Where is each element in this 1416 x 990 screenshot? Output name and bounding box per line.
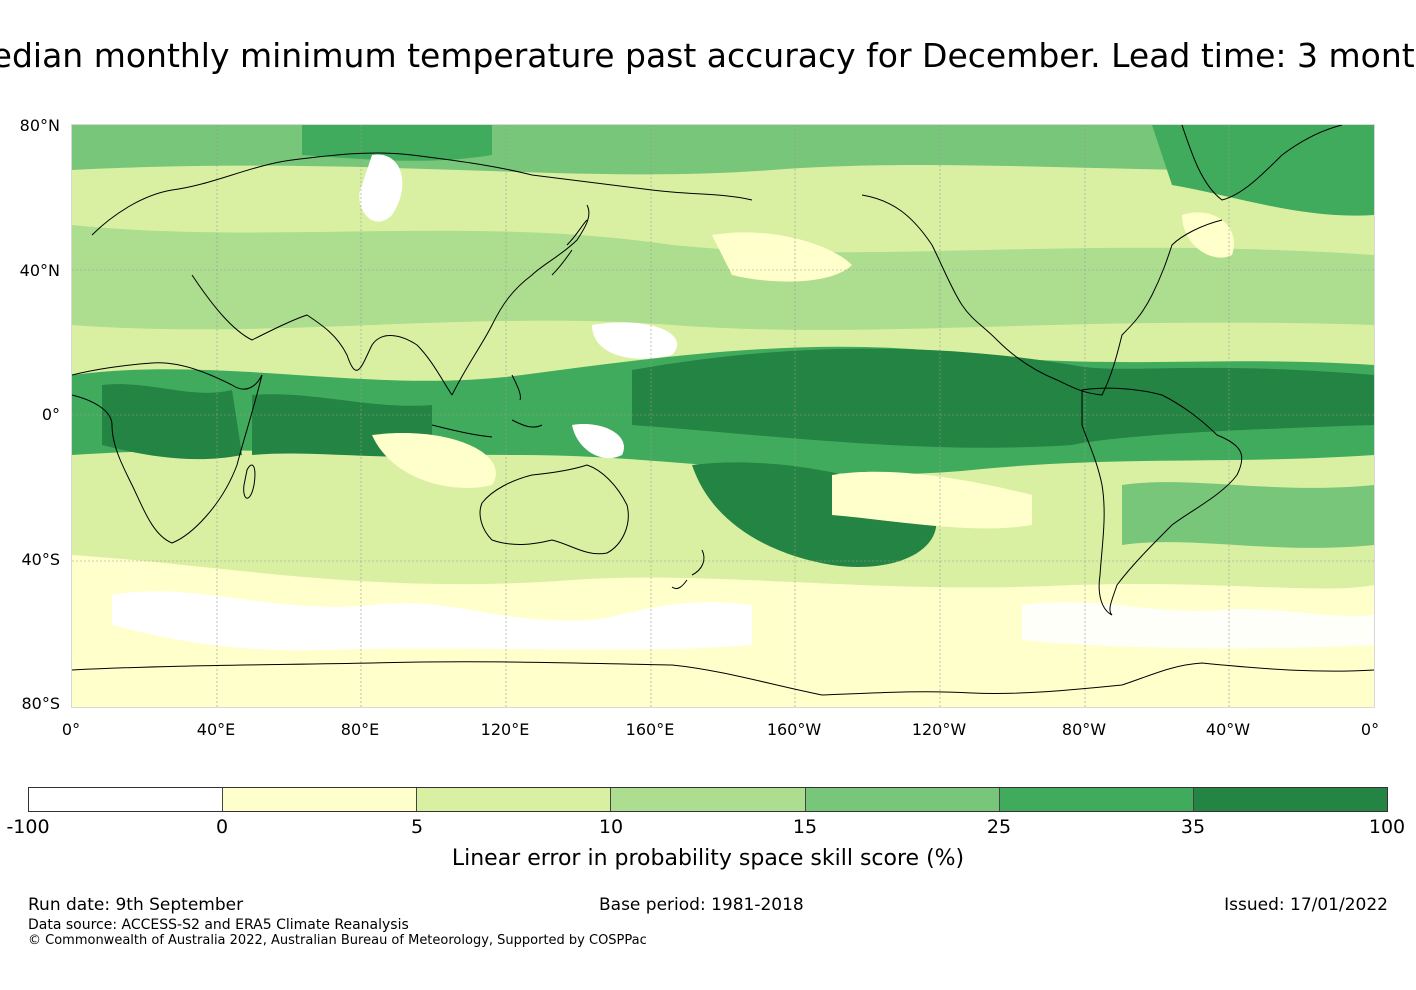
colorbar-segment <box>611 788 806 811</box>
colorbar-tick: 35 <box>1180 816 1206 838</box>
colorbar-segment <box>223 788 418 811</box>
lon-label-40w: 40°W <box>1205 720 1251 739</box>
lon-label-120w: 120°W <box>911 720 967 739</box>
colorbar-tick: 100 <box>1368 816 1406 838</box>
colorbar-tick: -100 <box>6 816 50 838</box>
colorbar-segment <box>805 788 1000 811</box>
base-period: Base period: 1981-2018 <box>599 895 804 915</box>
lon-label-0-right: 0° <box>1360 720 1380 739</box>
lat-label-40n: 40°N <box>19 261 60 280</box>
lon-label-120e: 120°E <box>480 720 530 739</box>
lon-label-80w: 80°W <box>1061 720 1107 739</box>
skill-score-map <box>71 124 1375 708</box>
issued-date: Issued: 17/01/2022 <box>1224 895 1388 915</box>
data-source: Data source: ACCESS-S2 and ERA5 Climate … <box>28 917 409 933</box>
map-svg <box>72 125 1374 707</box>
lon-label-160e: 160°E <box>625 720 675 739</box>
colorbar-label: Linear error in probability space skill … <box>451 846 965 871</box>
lat-label-0: 0° <box>41 405 60 424</box>
chart-title: Median monthly minimum temperature past … <box>0 36 1416 75</box>
colorbar-tick: 0 <box>215 816 229 838</box>
colorbar <box>28 787 1388 812</box>
colorbar-segment <box>1193 788 1387 811</box>
lat-label-40s: 40°S <box>21 550 60 569</box>
colorbar-tick: 15 <box>792 816 818 838</box>
colorbar-segment <box>999 788 1194 811</box>
colorbar-tick: 5 <box>410 816 424 838</box>
colorbar-tick: 10 <box>598 816 624 838</box>
copyright: © Commonwealth of Australia 2022, Austra… <box>28 933 647 948</box>
colorbar-segment <box>29 788 224 811</box>
lon-label-160w: 160°W <box>766 720 822 739</box>
lat-label-80s: 80°S <box>21 694 60 713</box>
colorbar-tick: 25 <box>986 816 1012 838</box>
lon-label-80e: 80°E <box>340 720 380 739</box>
lat-label-80n: 80°N <box>19 116 60 135</box>
lon-label-0-left: 0° <box>61 720 81 739</box>
lon-label-40e: 40°E <box>196 720 236 739</box>
run-date: Run date: 9th September <box>28 895 244 915</box>
colorbar-segment <box>417 788 612 811</box>
